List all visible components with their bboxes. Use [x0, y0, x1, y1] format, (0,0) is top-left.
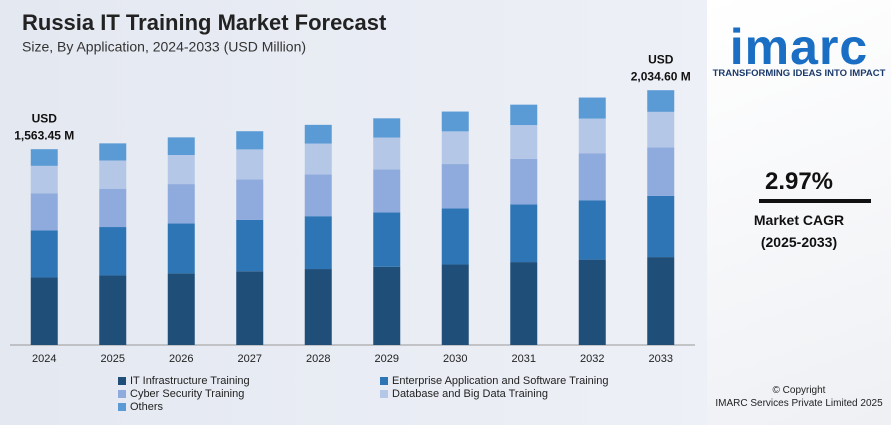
x-tick-label: 2030 — [443, 353, 467, 365]
bar-segment — [647, 195, 675, 258]
bar-segment — [236, 219, 264, 272]
total-label: 1,563.45 M — [14, 128, 74, 142]
bar-segment — [167, 223, 195, 274]
bar-segment — [373, 212, 401, 267]
bar-segment — [578, 97, 606, 119]
bar-segment — [99, 275, 127, 345]
legend-label: Others — [130, 401, 164, 413]
bar-segment — [167, 273, 195, 345]
bar-segment — [30, 193, 58, 231]
bar-segment — [304, 124, 332, 144]
bar-segment — [167, 155, 195, 185]
tagline: TRANSFORMING IDEAS INTO IMPACT — [712, 68, 886, 79]
bar-segment — [510, 125, 538, 159]
total-unit: USD — [32, 111, 58, 125]
x-tick-label: 2032 — [580, 353, 604, 365]
bar-segment — [373, 118, 401, 138]
x-tick-label: 2024 — [32, 353, 56, 365]
x-tick-label: 2025 — [101, 353, 125, 365]
x-tick-label: 2028 — [306, 353, 330, 365]
chart-title: Russia IT Training Market Forecast — [22, 10, 387, 35]
bar-segment — [373, 266, 401, 345]
chart: Russia IT Training Market Forecast Size,… — [0, 0, 707, 425]
bar-segment — [167, 137, 195, 156]
bar-segment — [578, 153, 606, 201]
x-tick-label: 2031 — [512, 353, 536, 365]
x-tick-label: 2027 — [238, 353, 262, 365]
legend-swatch — [380, 390, 388, 398]
bar-segment — [30, 165, 58, 194]
x-tick-label: 2033 — [649, 353, 673, 365]
bar-segment — [510, 262, 538, 345]
company: IMARC Services Private Limited 2025 — [715, 398, 883, 409]
bar-segment — [578, 259, 606, 345]
bar-segment — [304, 216, 332, 270]
bar-segment — [236, 131, 264, 150]
bar-segment — [647, 90, 675, 112]
bar-segment — [99, 143, 127, 161]
bar-segment — [236, 271, 264, 345]
total-label: 2,034.60 M — [631, 69, 691, 83]
bar-segment — [647, 257, 675, 345]
bar-segment — [441, 264, 469, 345]
bar-segment — [167, 184, 195, 224]
bar-segment — [373, 137, 401, 170]
x-tick-label: 2026 — [169, 353, 193, 365]
bar-segment — [647, 111, 675, 148]
legend-swatch — [380, 377, 388, 385]
legend-label: Enterprise Application and Software Trai… — [392, 375, 608, 387]
bar-segment — [510, 204, 538, 263]
chart-subtitle: Size, By Application, 2024-2033 (USD Mil… — [22, 39, 306, 55]
legend-swatch — [118, 377, 126, 385]
bar-segment — [647, 147, 675, 196]
sidebar: imarc TRANSFORMING IDEAS INTO IMPACT 2.9… — [707, 0, 891, 425]
cagr-period: (2025-2033) — [760, 234, 838, 250]
legend-label: Cyber Security Training — [130, 388, 244, 400]
bar-segment — [236, 179, 264, 220]
bar-segment — [30, 149, 58, 166]
bar-segment — [441, 131, 469, 165]
bar-segment — [304, 269, 332, 345]
legend-swatch — [118, 403, 126, 411]
legend-label: IT Infrastructure Training — [130, 375, 250, 387]
bar-segment — [30, 230, 58, 278]
bar-segment — [441, 164, 469, 209]
cagr-value: 2.97% — [764, 168, 834, 195]
bar-segment — [578, 200, 606, 260]
bar-segment — [441, 111, 469, 132]
bar-segment — [304, 174, 332, 217]
legend-label: Database and Big Data Training — [392, 388, 548, 400]
bar-segment — [304, 143, 332, 175]
bar-segment — [510, 158, 538, 205]
divider — [759, 199, 871, 203]
legend-swatch — [118, 390, 126, 398]
bar-segment — [510, 104, 538, 126]
bar-segment — [99, 227, 127, 276]
bar-segment — [236, 149, 264, 180]
bar-segment — [373, 169, 401, 213]
x-tick-label: 2029 — [375, 353, 399, 365]
bar-segment — [30, 277, 58, 345]
bar-segment — [99, 160, 127, 189]
total-unit: USD — [648, 52, 674, 66]
bar-segment — [578, 118, 606, 154]
copyright: © Copyright — [772, 385, 826, 396]
cagr-label: Market CAGR — [753, 212, 845, 228]
bar-segment — [99, 188, 127, 228]
bar-segment — [441, 208, 469, 265]
logo: imarc — [729, 19, 869, 75]
